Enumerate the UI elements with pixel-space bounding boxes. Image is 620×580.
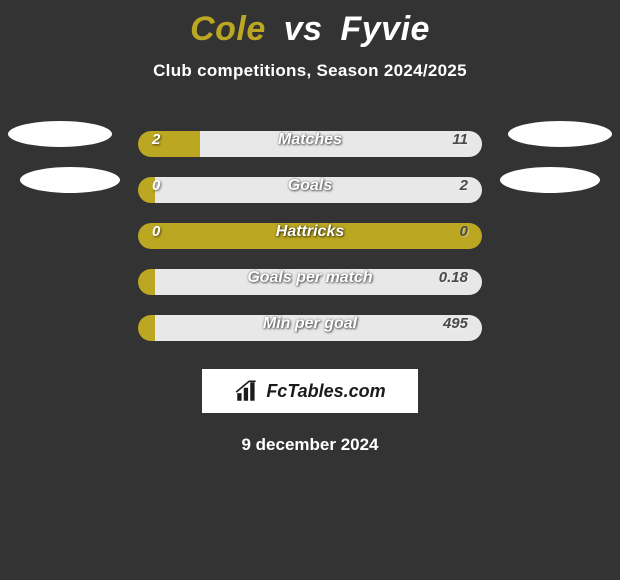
bar-chart-icon (234, 378, 260, 404)
stats-chart: 2 Matches 11 0 Goals 2 0 Hattricks 0 Goa… (0, 121, 620, 351)
bar-right-fill (155, 269, 482, 295)
bar-left-fill (138, 131, 200, 157)
stat-row: Min per goal 495 (0, 305, 620, 351)
stat-row: Goals per match 0.18 (0, 259, 620, 305)
bar-left-fill (138, 177, 155, 203)
subtitle: Club competitions, Season 2024/2025 (0, 61, 620, 81)
stat-bar: Goals per match 0.18 (138, 269, 482, 295)
stat-row: 2 Matches 11 (0, 121, 620, 167)
bar-right-fill (155, 177, 482, 203)
stat-bar: 0 Goals 2 (138, 177, 482, 203)
stat-bar: 0 Hattricks 0 (138, 223, 482, 249)
stat-row: 0 Goals 2 (0, 167, 620, 213)
bar-left-fill (138, 223, 482, 249)
bar-left-fill (138, 315, 155, 341)
fctables-logo: FcTables.com (202, 369, 418, 413)
stat-row: 0 Hattricks 0 (0, 213, 620, 259)
vs-text: vs (284, 10, 323, 48)
comparison-title: Cole vs Fyvie (0, 0, 620, 49)
player2-name: Fyvie (340, 10, 429, 48)
bar-right-fill (155, 315, 482, 341)
bar-right-fill (200, 131, 482, 157)
stat-bar: 2 Matches 11 (138, 131, 482, 157)
logo-text: FcTables.com (266, 381, 385, 402)
player1-name: Cole (190, 10, 266, 48)
bar-left-fill (138, 269, 155, 295)
stat-bar: Min per goal 495 (138, 315, 482, 341)
date: 9 december 2024 (0, 435, 620, 455)
